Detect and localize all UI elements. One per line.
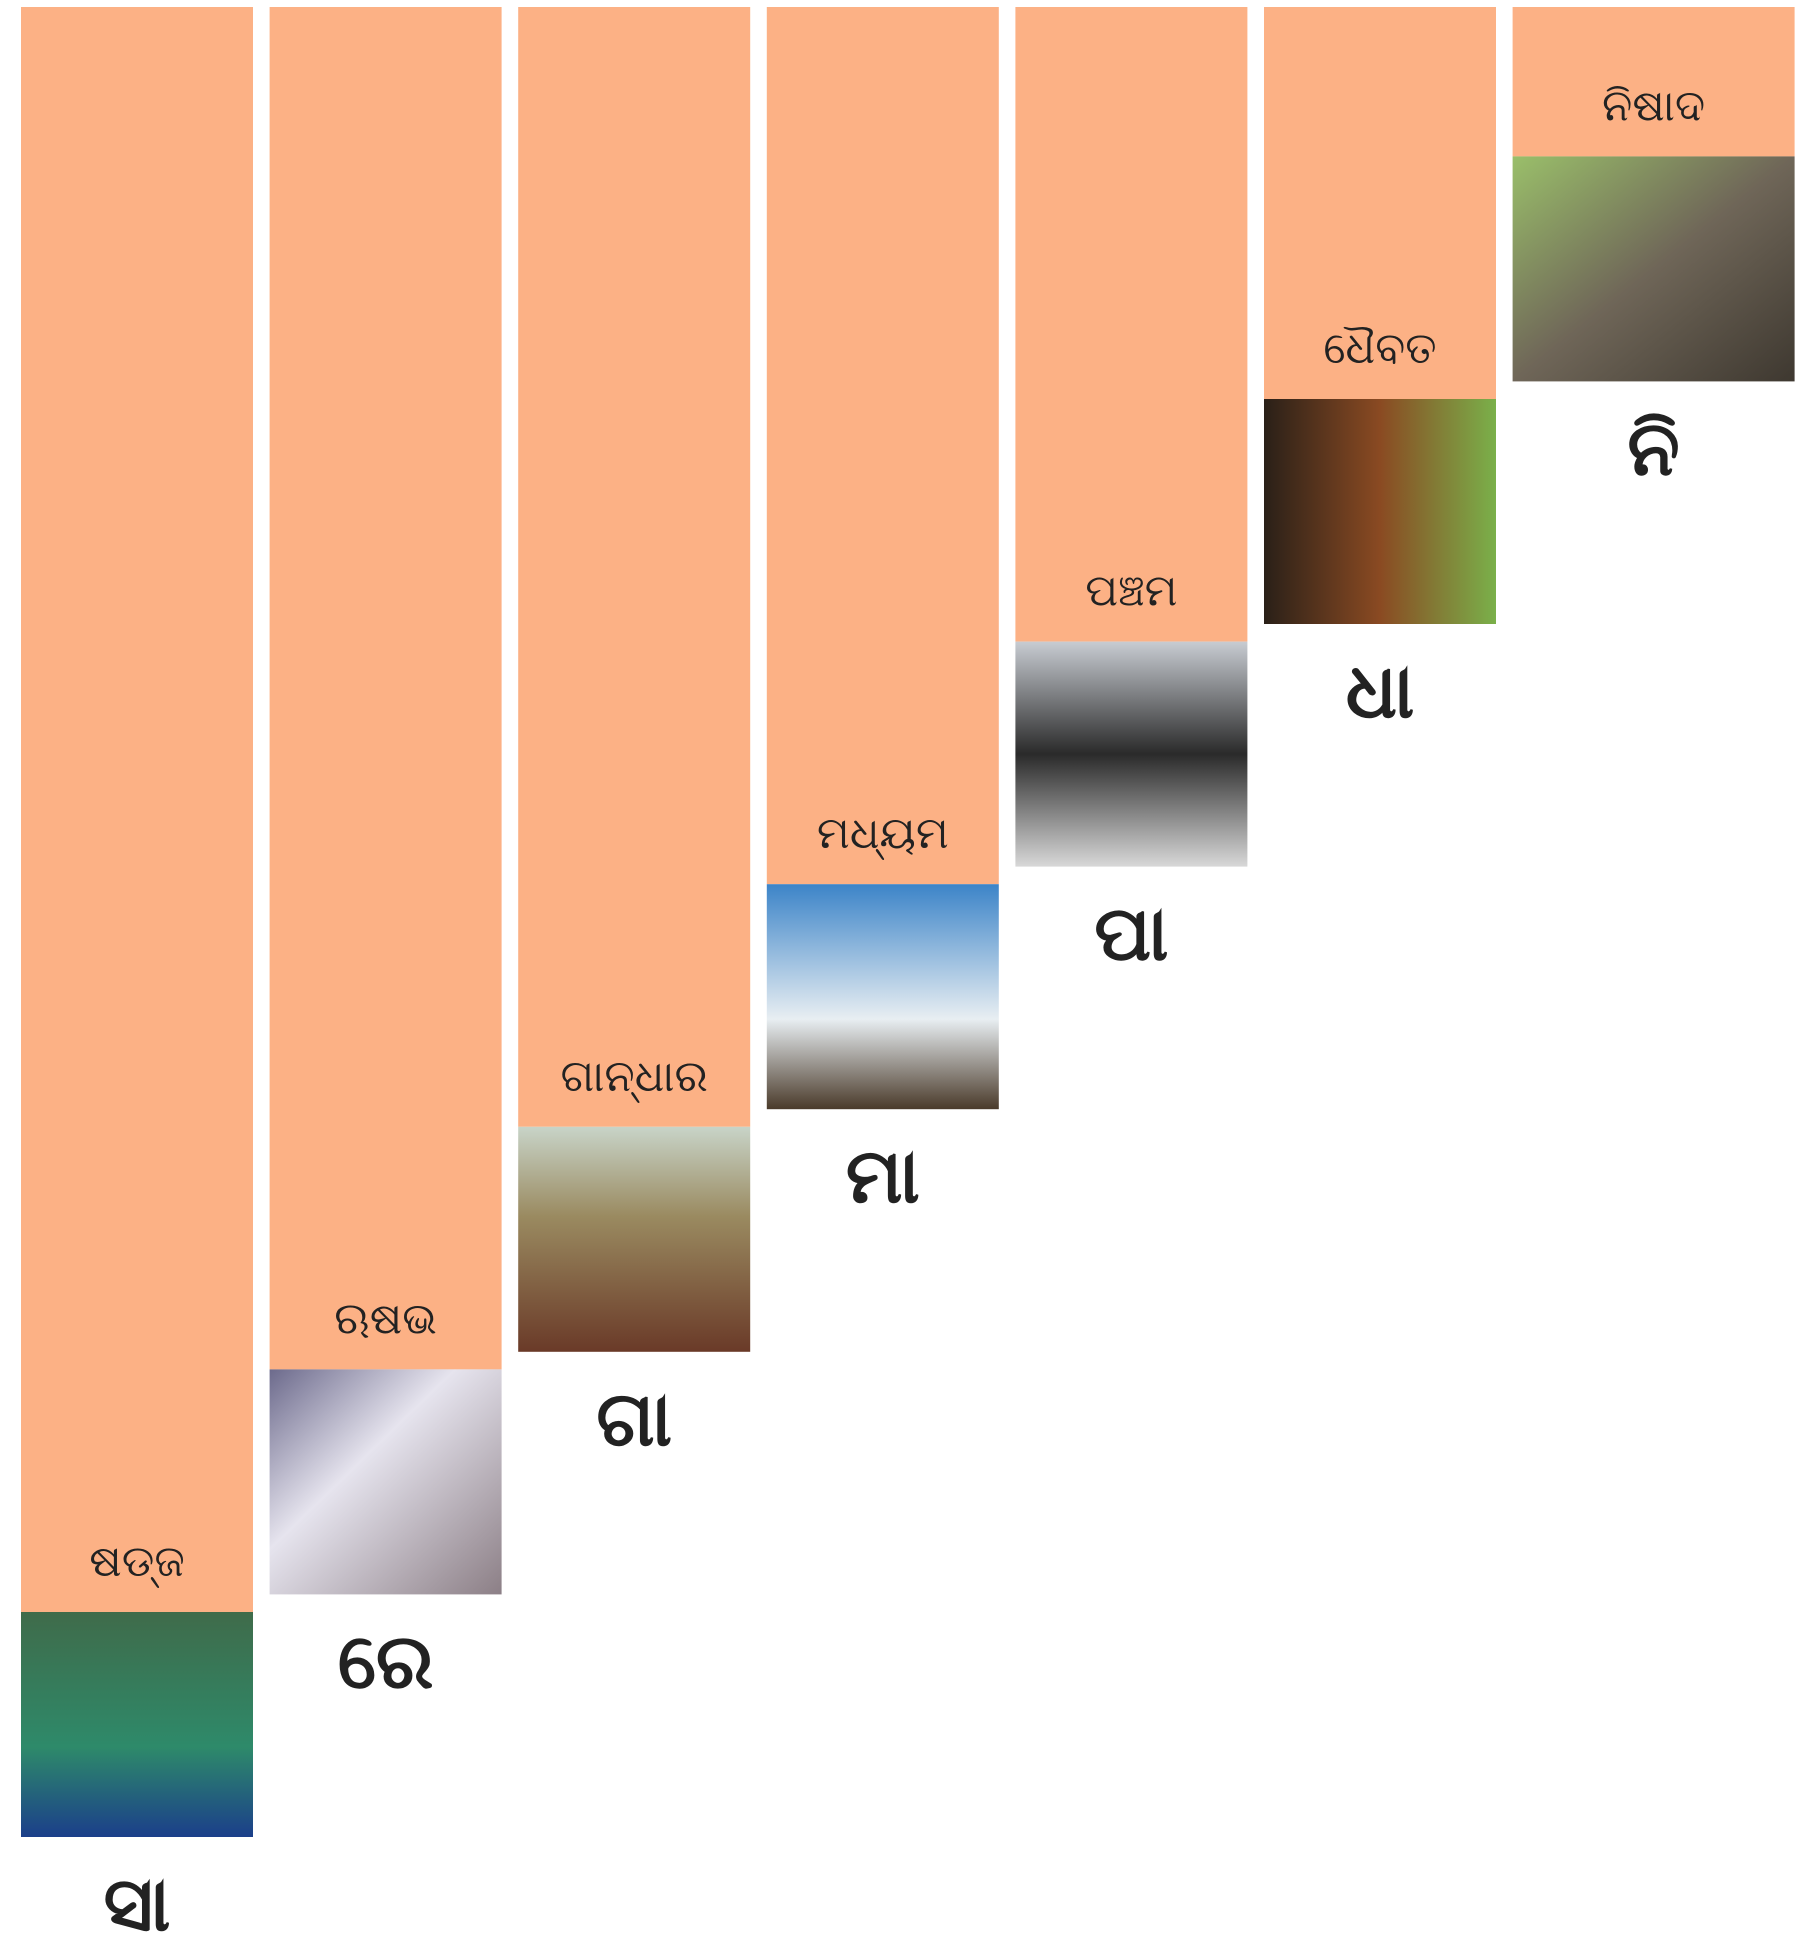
column-bar xyxy=(767,7,999,884)
swara-note: ସା xyxy=(104,1859,171,1948)
swara-name: ନିଷାଦ xyxy=(1602,80,1705,131)
animal-photo xyxy=(767,884,999,1109)
animal-photo xyxy=(1513,156,1795,381)
animal-photo xyxy=(1264,399,1496,624)
swara-name: ଧୈବତ xyxy=(1323,323,1436,374)
page: ଷଡ୍ଜ ସା ଋଷଭ ରେ ଗାନ୍ଧାର ଗା ମଧ୍ୟମ ମା ପଞ୍ଚମ ପା ଧୈବତ ଧା… xyxy=(0,0,1815,1949)
swara-note: ଧା xyxy=(1346,646,1415,735)
animal-photo xyxy=(1015,642,1247,867)
animal-photo xyxy=(518,1127,750,1352)
column-bar xyxy=(518,7,750,1127)
column-bar xyxy=(270,7,502,1369)
swara-note: ଗା xyxy=(596,1374,672,1463)
swara-note: ପା xyxy=(1094,889,1168,978)
swara-name: ଷଡ୍ଜ xyxy=(89,1536,184,1588)
animal-photo xyxy=(270,1369,502,1594)
swara-name: ପଞ୍ଚମ xyxy=(1085,566,1177,617)
column-bar xyxy=(1015,7,1247,642)
swara-name: ଗାନ୍ଧାର xyxy=(561,1051,708,1103)
swara-note: ମା xyxy=(846,1131,920,1220)
swara-name: ମଧ୍ୟମ xyxy=(817,808,949,860)
swara-name: ଋଷଭ xyxy=(334,1293,437,1344)
swara-note: ରେ xyxy=(338,1616,434,1705)
animal-photo xyxy=(21,1612,253,1837)
column-bar xyxy=(21,7,253,1612)
swara-diagram: ଷଡ୍ଜ ସା ଋଷଭ ରେ ଗାନ୍ଧାର ଗା ମଧ୍ୟମ ମା ପଞ୍ଚମ ପା ଧୈବତ ଧା… xyxy=(0,0,1815,1949)
swara-note: ନି xyxy=(1627,403,1679,492)
